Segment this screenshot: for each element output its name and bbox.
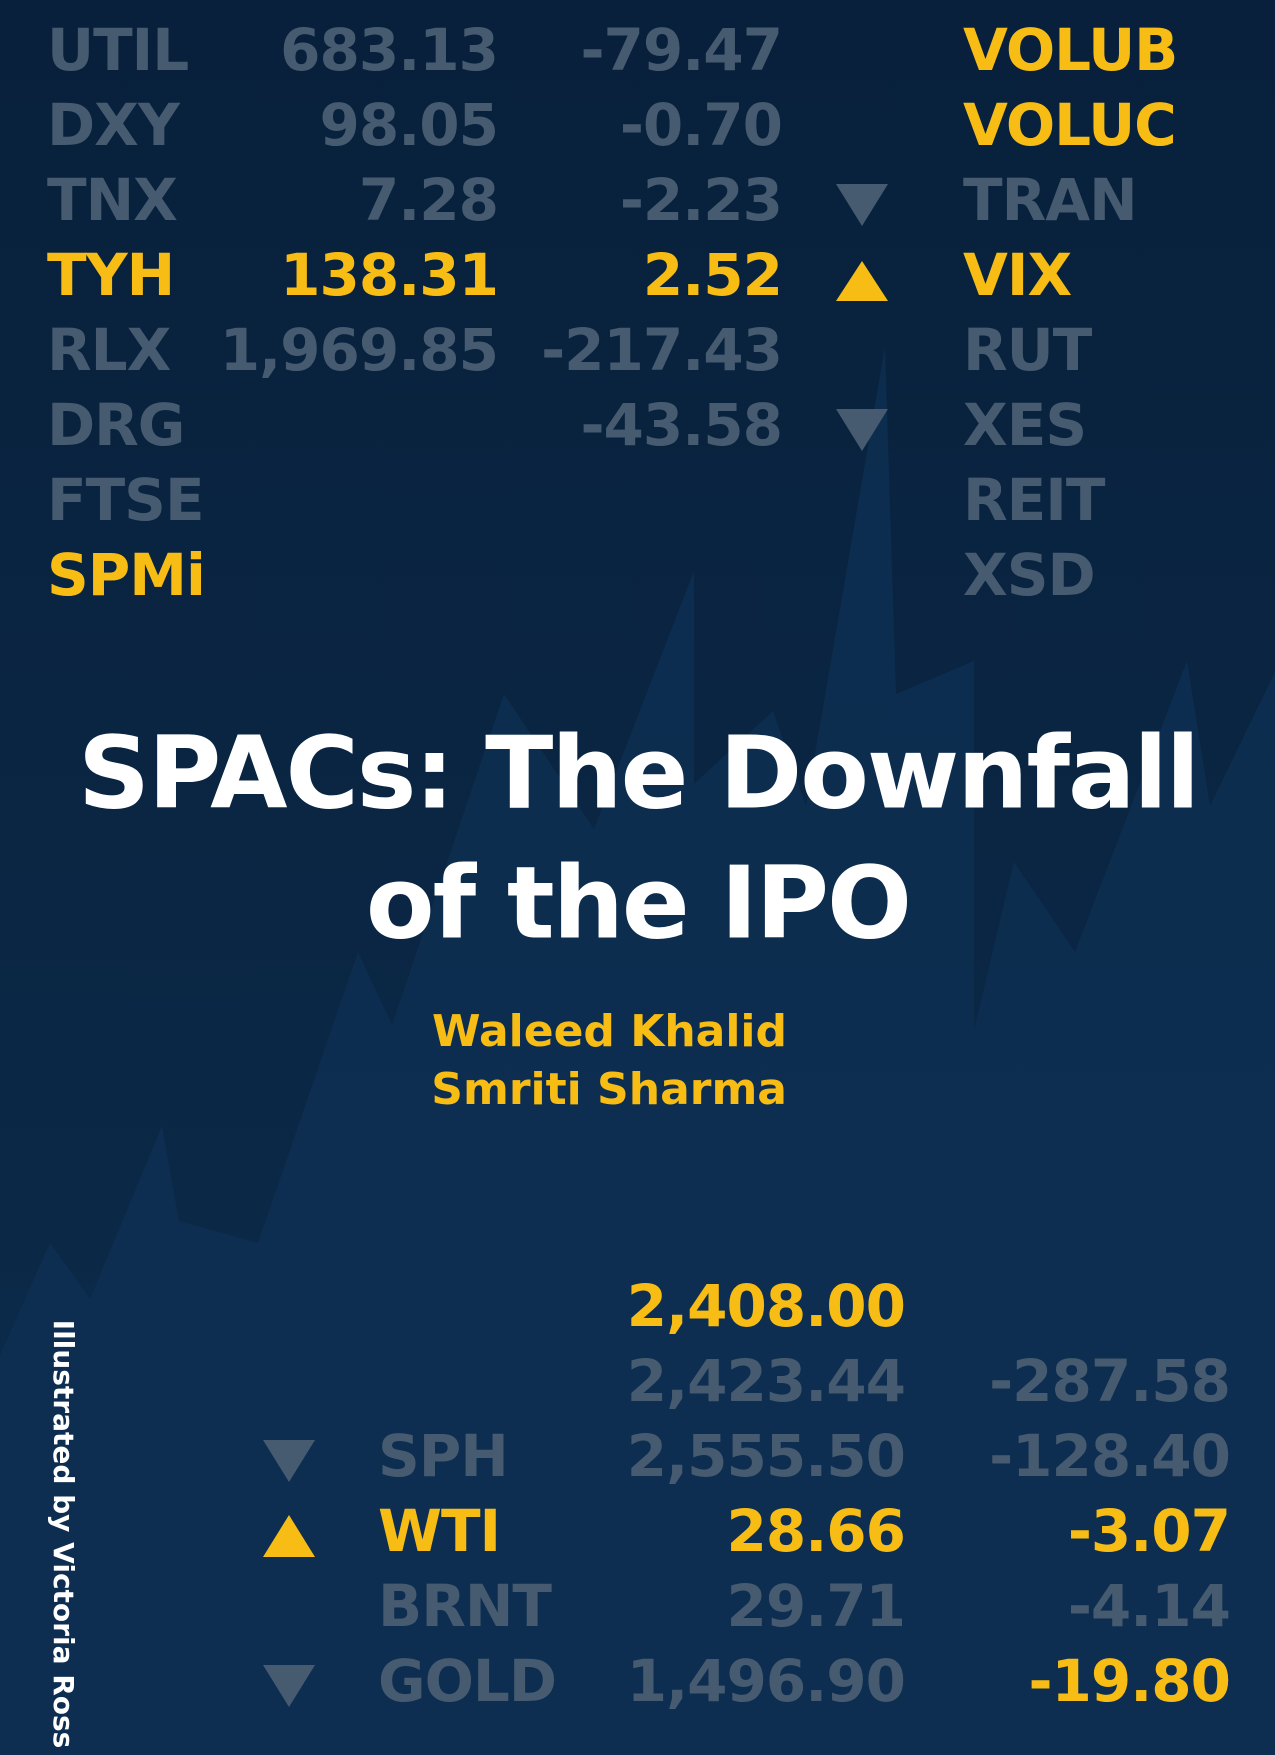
change: -0.70	[620, 91, 782, 159]
author: Waleed Khalid	[432, 1006, 787, 1057]
price: 7.28	[359, 166, 498, 234]
symbol: XSD	[963, 541, 1095, 609]
symbol: SPMi	[47, 541, 205, 609]
price: 683.13	[280, 16, 498, 84]
top-ticker: UTIL 683.13 -79.47 VOLUB DXY 98.05 -0.70…	[47, 16, 1178, 609]
symbol: XES	[963, 391, 1086, 459]
down-arrow	[263, 1665, 315, 1707]
symbol: UTIL	[47, 16, 188, 84]
change: -217.43	[541, 316, 782, 384]
change: -4.14	[1068, 1572, 1230, 1640]
price: 1,969.85	[220, 316, 498, 384]
change: -128.40	[989, 1422, 1230, 1490]
symbol: VOLUB	[963, 16, 1177, 84]
symbol: SPH	[378, 1422, 508, 1490]
down-arrow	[263, 1440, 315, 1482]
symbol: VOLUC	[963, 91, 1176, 159]
change: 2.52	[643, 241, 782, 309]
symbol: DRG	[47, 391, 184, 459]
symbol: GOLD	[378, 1647, 556, 1715]
symbol: DXY	[47, 91, 181, 159]
change: -43.58	[580, 391, 782, 459]
price: 2,555.50	[627, 1422, 905, 1490]
symbol: TYH	[47, 241, 174, 309]
symbol: TNX	[47, 166, 177, 234]
symbol: REIT	[963, 466, 1106, 534]
symbol: RLX	[47, 316, 171, 384]
up-arrow	[836, 261, 888, 301]
change: -79.47	[580, 16, 782, 84]
illustrator-credit: Illustrated by Victoria Ross	[47, 1320, 80, 1749]
change: -287.58	[989, 1347, 1230, 1415]
bottom-ticker: 2,408.00 2,423.44 -287.58 SPH 2,555.50 -…	[263, 1272, 1231, 1715]
author: Smriti Sharma	[431, 1064, 787, 1115]
price: 2,423.44	[627, 1347, 905, 1415]
change: -3.07	[1068, 1497, 1230, 1565]
symbol: RUT	[963, 316, 1093, 384]
chart-silhouette	[0, 347, 1275, 1755]
title: SPACs: The Downfall	[78, 714, 1198, 831]
price: 138.31	[280, 241, 498, 309]
down-arrow	[836, 184, 888, 226]
title: of the IPO	[366, 844, 910, 961]
symbol: VIX	[963, 241, 1071, 309]
price: 98.05	[320, 91, 498, 159]
down-arrow	[836, 409, 888, 451]
price: 2,408.00	[627, 1272, 905, 1340]
symbol: WTI	[378, 1497, 500, 1565]
price: 29.71	[727, 1572, 905, 1640]
change: -2.23	[620, 166, 782, 234]
symbol: FTSE	[47, 466, 204, 534]
change: -19.80	[1028, 1647, 1230, 1715]
price: 1,496.90	[627, 1647, 905, 1715]
symbol: TRAN	[963, 166, 1137, 234]
symbol: BRNT	[378, 1572, 552, 1640]
price: 28.66	[727, 1497, 905, 1565]
up-arrow	[263, 1515, 315, 1557]
